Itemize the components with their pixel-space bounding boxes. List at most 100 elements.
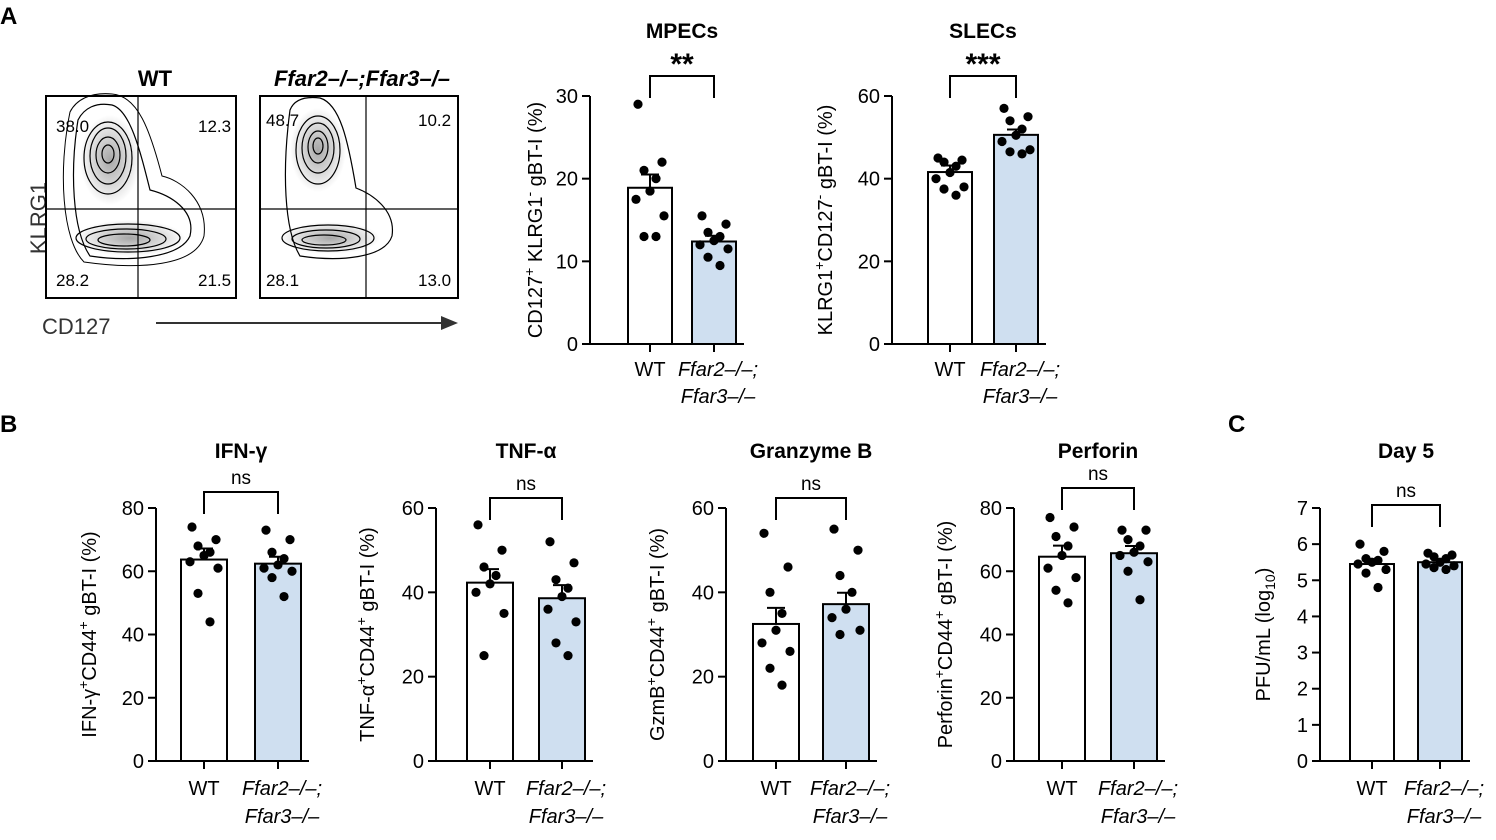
data-point xyxy=(1135,595,1145,605)
y-axis-label: IFN-γ+CD44+ gBT-I (%) xyxy=(75,531,101,737)
y-tick-label: 0 xyxy=(703,751,714,773)
x-category-label-ko-line2: Ffar3–/– xyxy=(529,806,604,828)
data-point xyxy=(651,174,661,184)
chart-title: TNF-α xyxy=(496,440,557,463)
y-axis-label-part: 10 xyxy=(1262,574,1278,590)
y-axis-label-part: + xyxy=(931,611,947,619)
data-point xyxy=(721,219,731,229)
significance-bracket xyxy=(489,497,563,520)
y-axis-label-part: IFN-γ xyxy=(79,689,101,738)
data-point xyxy=(569,558,579,568)
chart-title: SLECs xyxy=(949,20,1017,43)
quadrant-lower-left: 28.1 xyxy=(266,271,299,290)
y-axis-label-part: gBT-I (%) xyxy=(647,528,669,618)
x-category-label-ko-line2: Ffar3–/– xyxy=(245,806,320,828)
y-tick-label: 40 xyxy=(122,625,144,647)
y-tick-label: 20 xyxy=(122,688,144,710)
y-tick-label: 60 xyxy=(122,561,144,583)
data-point xyxy=(563,583,573,593)
y-axis-label-part: gBT-I (%) xyxy=(935,521,957,611)
bar-wt xyxy=(627,186,673,345)
y-axis-label-part: ) xyxy=(1253,568,1275,575)
significance-bracket xyxy=(203,491,279,514)
y-axis-label-part: - xyxy=(811,194,827,199)
data-point xyxy=(723,244,733,254)
y-axis-label-part: gBT-I (%) xyxy=(357,527,379,617)
significance-label: ns xyxy=(801,474,821,495)
data-point xyxy=(1017,149,1027,159)
data-point xyxy=(185,557,195,567)
data-point xyxy=(847,587,857,597)
y-axis-label-part: Perforin xyxy=(935,678,957,748)
data-point xyxy=(285,535,295,545)
data-point xyxy=(1135,541,1145,551)
y-axis-label-part: + xyxy=(521,268,537,276)
flow-density-wt xyxy=(62,93,205,267)
y-axis-label-part: + xyxy=(931,670,947,678)
y-tick-label: 40 xyxy=(692,582,714,604)
data-point xyxy=(1141,525,1151,535)
significance-label: ** xyxy=(670,48,694,81)
flow-plot-title: Ffar2–/–;Ffar3–/– xyxy=(274,66,450,91)
x-category-label-ko: Ffar2–/–; xyxy=(1404,778,1484,800)
data-point xyxy=(951,190,961,200)
y-axis-label-part: CD44 xyxy=(79,629,101,680)
data-point xyxy=(279,591,289,602)
data-point xyxy=(213,563,223,573)
data-point xyxy=(1025,145,1035,155)
data-point xyxy=(785,646,795,656)
y-axis-label-part: GzmB xyxy=(647,685,669,741)
bar-ko xyxy=(1417,561,1463,763)
chart-granzyme-b: 0 20 40 60 WT Ffar2–/–; Ffar3–/– ns Granzyme B Gz… xyxy=(643,440,890,828)
y-axis-label-part: CD127 xyxy=(525,276,547,338)
data-point xyxy=(563,650,573,661)
y-axis-label: KLRG1+CD127- gBT-I (%) xyxy=(811,105,837,336)
data-point xyxy=(1429,552,1439,562)
data-point xyxy=(835,570,845,581)
data-point xyxy=(267,572,277,583)
quadrant-upper-left: 38.0 xyxy=(56,117,89,136)
bar-wt xyxy=(927,171,973,345)
data-point xyxy=(1449,561,1459,571)
chart-title: Granzyme B xyxy=(750,440,873,463)
y-axis-label-part: - xyxy=(521,192,537,197)
flow-plot-title: WT xyxy=(138,66,173,91)
data-point xyxy=(1017,124,1027,134)
y-tick-label: 6 xyxy=(1297,534,1308,556)
data-point xyxy=(829,524,839,534)
data-point xyxy=(1361,568,1371,578)
data-point xyxy=(491,570,501,581)
chart-mpecs: 0 10 20 30 WT Ffar2–/–; Ffar3–/– ** MPECs CD127+ … xyxy=(521,20,758,408)
data-point xyxy=(931,174,941,184)
x-category-label-wt: WT xyxy=(634,359,665,381)
y-tick-label: 60 xyxy=(692,498,714,520)
x-category-label-ko: Ffar2–/–; xyxy=(810,778,890,800)
data-point xyxy=(1043,563,1053,573)
y-axis-label-part: CD44 xyxy=(647,626,669,677)
x-category-label-ko-line2: Ffar3–/– xyxy=(813,806,888,828)
data-point xyxy=(287,566,297,576)
data-point xyxy=(703,227,713,237)
y-tick-label: 0 xyxy=(567,334,578,356)
data-point xyxy=(1367,557,1377,567)
y-axis-label: Perforin+CD44+ gBT-I (%) xyxy=(931,521,957,749)
data-point xyxy=(187,522,197,532)
y-tick-label: 30 xyxy=(556,86,578,108)
data-point xyxy=(193,588,203,598)
data-point xyxy=(1063,598,1073,608)
data-point xyxy=(765,587,775,597)
data-point xyxy=(1115,550,1125,561)
data-point xyxy=(959,182,969,192)
data-point xyxy=(1005,147,1015,157)
y-axis-label-part: CD44 xyxy=(357,625,379,676)
bar-ko xyxy=(993,133,1039,345)
data-point xyxy=(759,528,769,538)
data-point xyxy=(853,545,863,555)
bar-ko xyxy=(691,240,737,345)
data-point xyxy=(631,194,641,204)
significance-label: ns xyxy=(231,468,251,489)
y-tick-label: 0 xyxy=(1297,751,1308,773)
data-point xyxy=(939,157,949,167)
y-tick-label: 20 xyxy=(692,667,714,689)
